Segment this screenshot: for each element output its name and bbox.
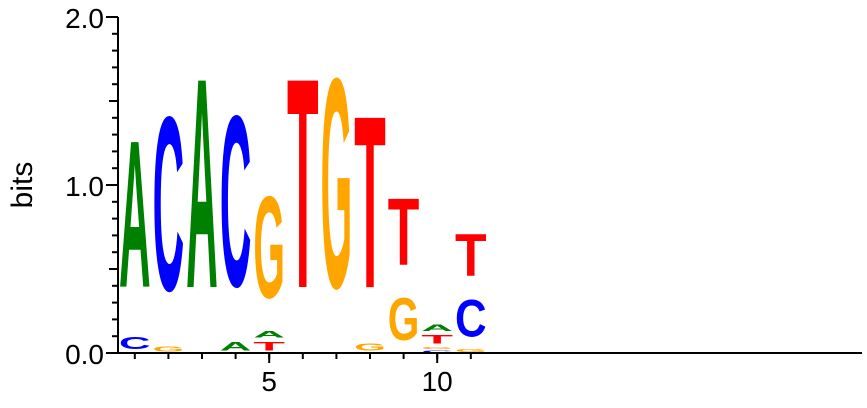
y-tick-label: 0.0 [65,339,104,370]
logo-letter-C-pos1: C [119,333,151,353]
logo-letter-C-pos4: C [220,66,252,339]
logo-letter-G-pos5: G [253,165,285,328]
y-tick-label: 1.0 [65,171,104,202]
logo-letter-C-pos11: C [455,290,487,349]
logo-letter-C-pos2: C [153,64,185,343]
logo-letter-G-pos11: G [455,348,487,353]
logo-letter-A-pos1: A [119,98,151,332]
logo-letter-C-pos10: C [421,350,453,353]
x-tick-label: 10 [422,366,453,397]
x-tick-label: 5 [261,366,277,397]
logo-letter-A-pos3: A [186,17,218,351]
logo-letter-T-pos5: T [253,339,285,352]
logo-letter-T-pos10: T [421,333,453,346]
axes: 0.0 1.0 2.0 bits 5 10 [6,3,862,397]
logo-letter-T-pos6: T [287,15,319,351]
logo-letter-G-pos9: G [388,286,420,353]
logo-letter-G-pos8: G [354,341,386,353]
logo-letter-T-pos8: T [354,64,386,339]
y-tick-label: 2.0 [65,3,104,34]
logo-letter-G-pos10: G [421,346,453,349]
y-axis-label: bits [6,162,39,209]
logo-letter-A-pos10: A [421,323,453,333]
logo-letter-G-pos7: G [321,17,353,352]
logo-letter-G-pos2: G [153,345,185,353]
logo-letter-T-pos11: T [455,221,487,288]
logo-letter-A-pos5: A [253,329,285,339]
logo-letter-T-pos9: T [388,179,420,286]
logo-letter-A-pos4: A [220,340,252,353]
